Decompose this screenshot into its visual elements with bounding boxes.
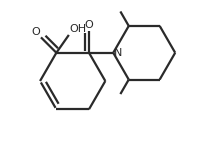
Text: OH: OH	[70, 24, 87, 34]
Text: N: N	[114, 48, 122, 58]
Text: O: O	[85, 20, 93, 30]
Text: O: O	[31, 27, 40, 36]
